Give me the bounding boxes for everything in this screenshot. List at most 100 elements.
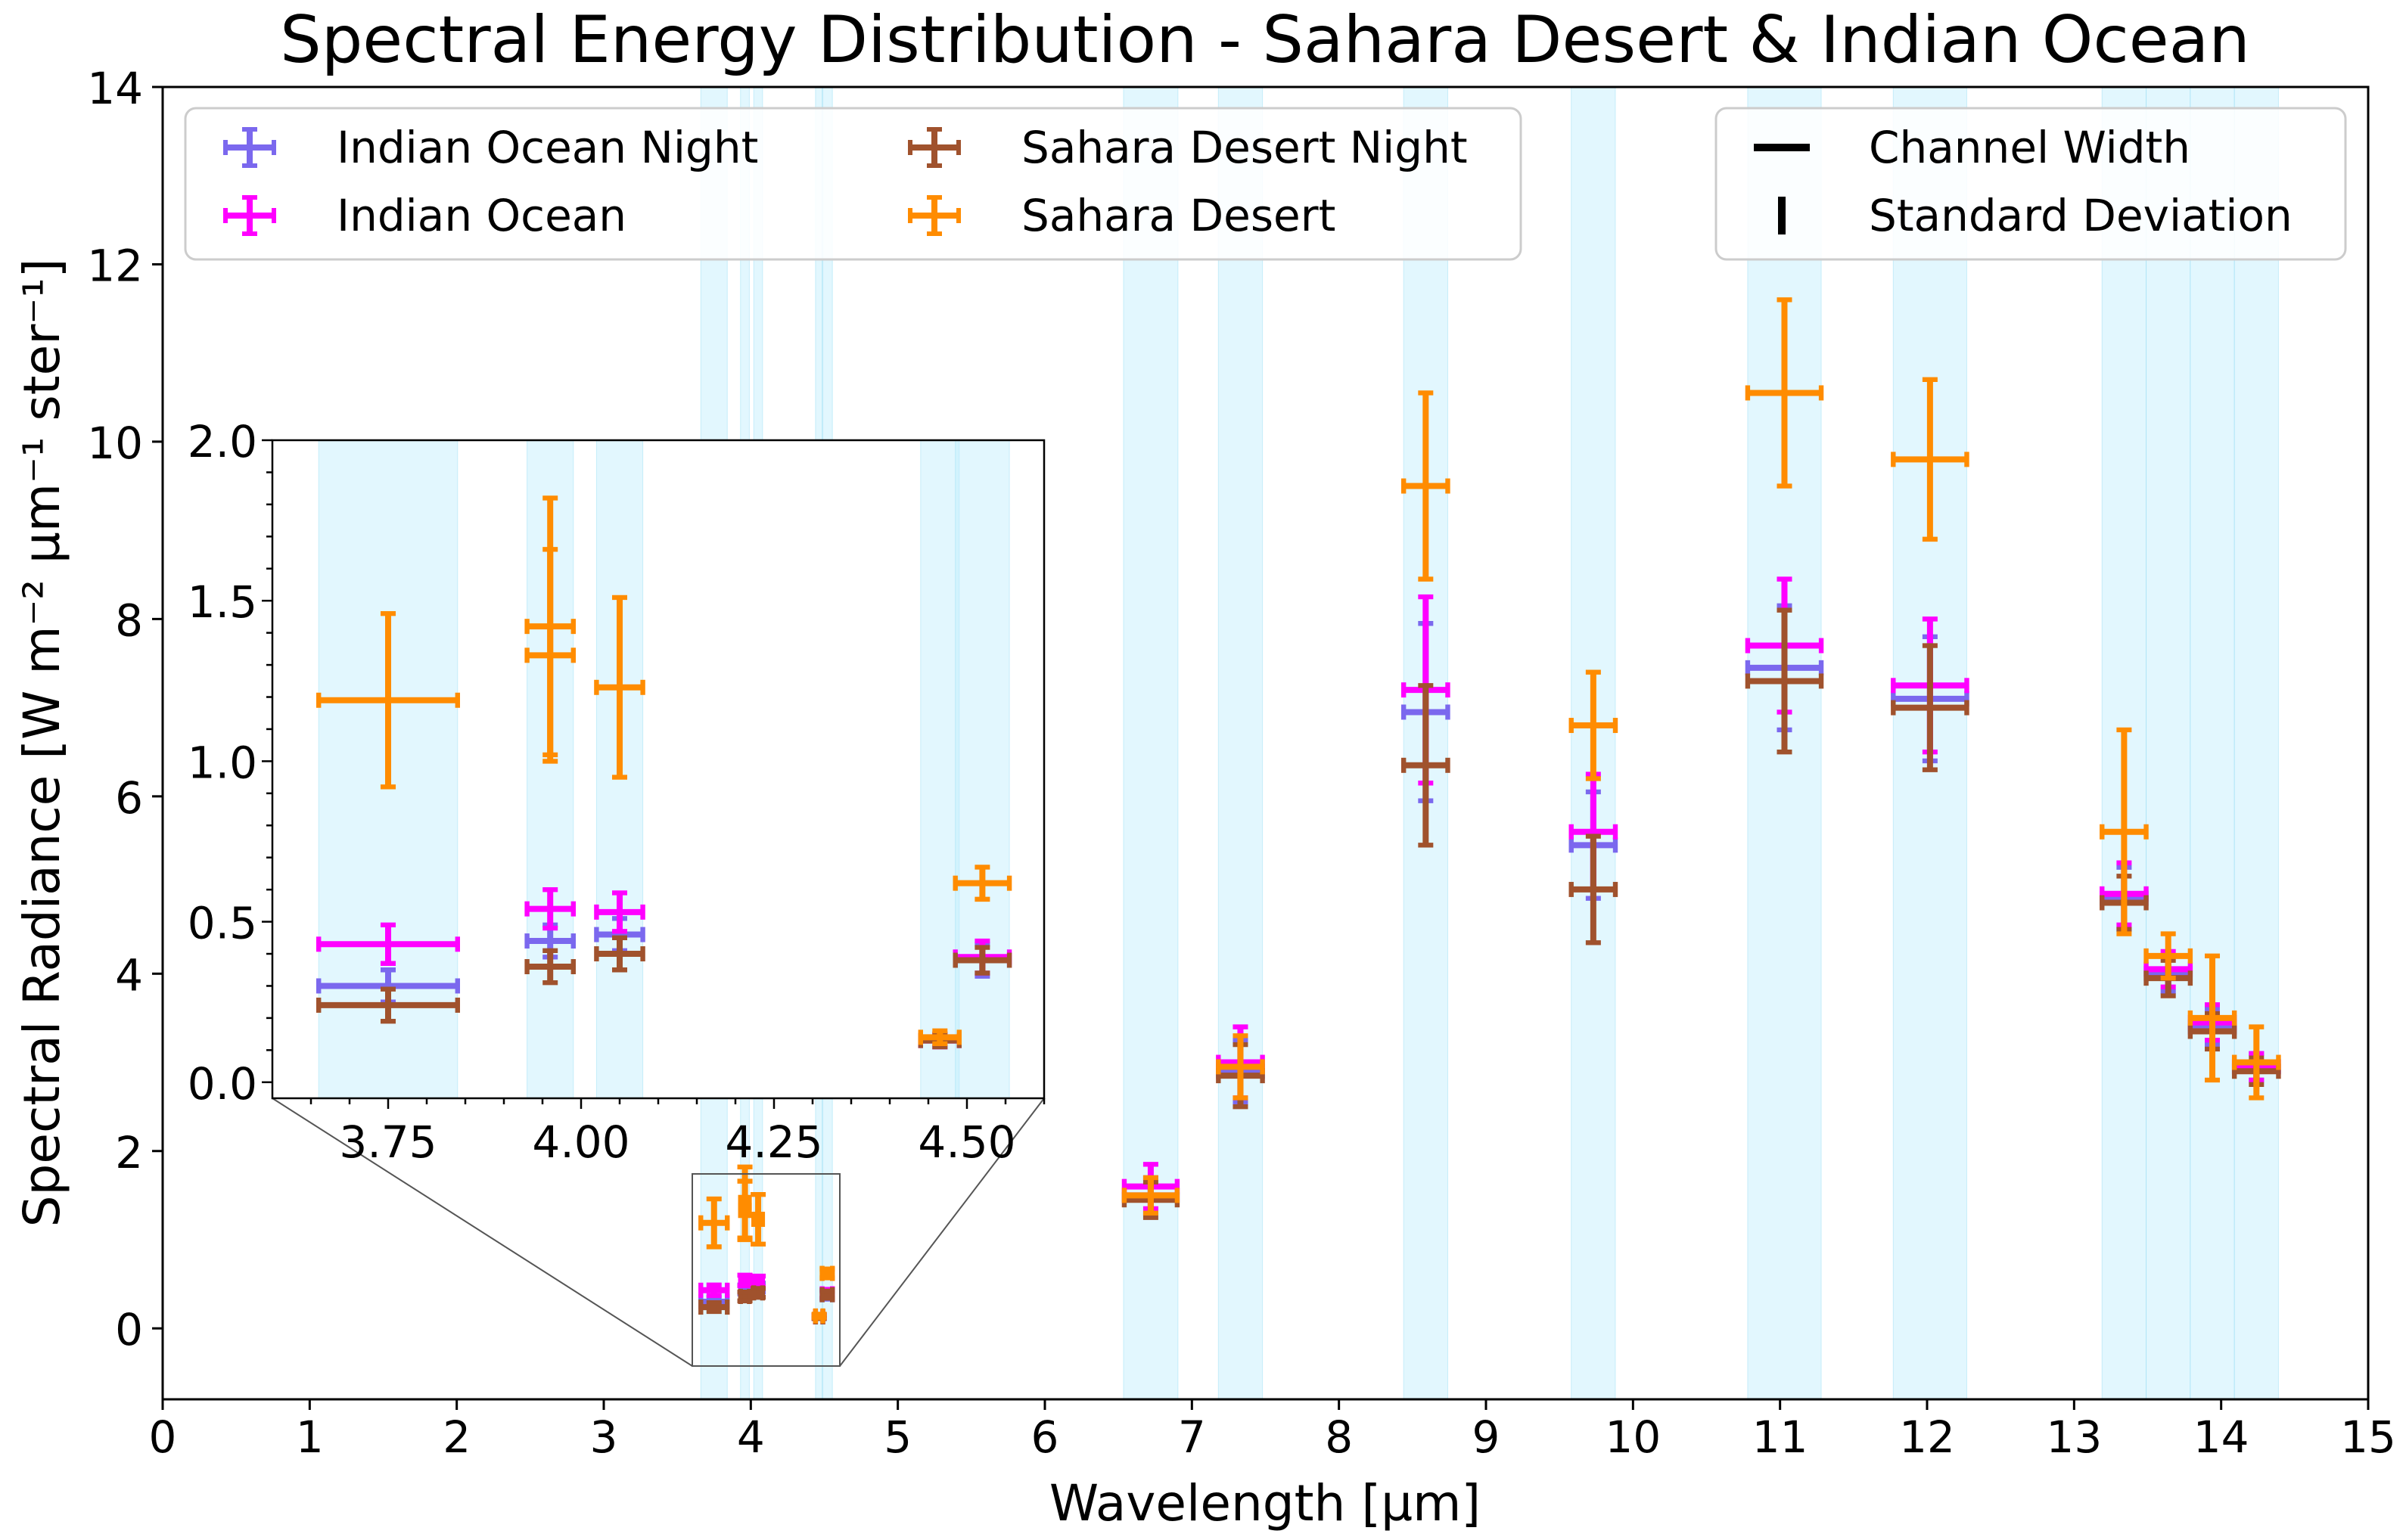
x-tick-label: 8 [1325,1411,1353,1463]
main-point-sahara-desert [1568,669,1618,781]
inset-y-tick-label: 1.0 [188,737,257,788]
main-point-sahara-desert [1745,297,1824,489]
main-point-sahara-desert [698,1196,730,1250]
inset-point-sahara-desert-night [953,945,1012,976]
x-tick-label: 5 [884,1411,912,1463]
main-point-sahara-desert-night [1568,834,1618,945]
main-point-sahara-desert [811,1308,827,1324]
main-point-sahara-desert-night [1891,643,1969,772]
legend-style-label: Channel Width [1869,122,2190,173]
inset-channel-band [955,440,1010,1098]
y-tick-label: 14 [87,63,143,114]
x-tick-label: 3 [590,1411,618,1463]
y-tick-label: 10 [87,418,143,469]
main-point-sahara-desert [737,1178,753,1243]
main-point-sahara-desert-night [819,1287,835,1302]
main-point-sahara-desert-night [1745,607,1824,755]
inset-y-tick-label: 0.5 [188,898,257,949]
main-point-sahara-desert [751,1191,766,1247]
main-channel-band [1217,87,1264,1399]
inset-point-sahara-desert [524,547,576,764]
zoom-connector-left [272,1098,693,1367]
inset-channel-band [920,440,960,1098]
main-point-sahara-desert [1216,1033,1265,1101]
y-axis-ticks: 0 2 4 6 8 10 12 14 [87,63,163,1355]
main-channel-band [2190,87,2235,1399]
x-tick-label: 0 [149,1411,177,1463]
inset-x-tick-label: 4.25 [725,1116,822,1168]
inset-point-sahara-desert-night [594,935,645,973]
main-point-sahara-desert-night [737,1289,753,1305]
legend-label: Indian Ocean [337,190,626,241]
y-tick-label: 2 [115,1127,143,1178]
inset-point-indian-ocean [316,922,460,966]
legend-marker-sahara-desert-night [908,127,961,168]
y-axis-label: Spectral Radiance [W m⁻² µm⁻¹ ster⁻¹] [13,259,71,1228]
legend-marker-indian-ocean [223,195,276,236]
main-point-sahara-desert [2143,931,2193,981]
legend-series: Indian Ocean Night Indian Ocean Sahara Des… [184,107,1522,261]
main-point-sahara-desert [2231,1024,2281,1101]
main-data-points [698,297,2281,1324]
inset-point-sahara-desert-night [316,986,460,1024]
x-tick-label: 13 [2046,1411,2102,1463]
main-point-sahara-desert [819,1265,835,1281]
main-point-sahara-desert-night [1400,683,1450,848]
x-tick-label: 4 [737,1411,765,1463]
x-tick-label: 7 [1178,1411,1206,1463]
x-tick-label: 11 [1752,1411,1808,1463]
y-tick-label: 4 [115,949,143,1001]
inset-x-tick-label: 4.00 [532,1116,629,1168]
main-channel-band [2146,87,2191,1399]
main-point-indian-ocean [698,1282,730,1299]
legend-marker-sahara-desert [908,195,961,236]
legend-label: Sahara Desert [1021,190,1335,241]
inset-y-tick-label: 0.0 [188,1058,257,1110]
inset-x-ticks: 3.75 4.00 4.25 4.50 [309,1098,1046,1168]
x-axis-ticks: 0 1 2 3 4 5 6 7 8 9 10 11 12 13 14 15 [149,1399,2396,1463]
x-tick-label: 14 [2193,1411,2249,1463]
y-tick-label: 0 [115,1304,143,1355]
main-point-sahara-desert [2100,727,2149,936]
main-point-sahara-desert-night [698,1299,730,1315]
main-channel-band [2233,87,2279,1399]
x-axis-label: Wavelength [µm] [1049,1474,1481,1532]
main-point-sahara-desert [1400,390,1450,582]
zoom-box [692,1173,841,1367]
x-tick-label: 6 [1031,1411,1059,1463]
x-tick-label: 12 [1899,1411,1955,1463]
inset-point-sahara-desert [918,1028,962,1047]
inset-y-ticks: 0.0 0.5 1.0 1.5 2.0 [188,416,272,1110]
inset-y-tick-label: 2.0 [188,416,257,467]
main-point-indian-ocean [737,1272,753,1289]
y-tick-label: 12 [87,240,143,291]
zoom-connector-right [839,1098,1045,1367]
legend-style-label: Standard Deviation [1869,190,2293,241]
x-tick-label: 9 [1472,1411,1500,1463]
main-point-sahara-desert [1121,1175,1180,1216]
main-point-sahara-desert [1891,377,1969,542]
inset-point-sahara-desert-night [524,948,576,986]
x-tick-label: 2 [443,1411,471,1463]
inset-point-indian-ocean [594,890,645,934]
inset-data-points [316,495,1012,1050]
legend-label: Sahara Desert Night [1021,122,1468,173]
inset-channel-bands [318,440,1010,1098]
inset-x-tick-label: 3.75 [339,1116,437,1168]
plot-frame [161,85,2370,1401]
chart-title: Spectral Energy Distribution - Sahara De… [280,2,2250,78]
x-tick-label: 10 [1605,1411,1661,1463]
inset-y-tick-label: 1.5 [188,576,257,628]
inset-point-sahara-desert [316,610,460,790]
y-tick-label: 6 [115,772,143,824]
legend-style: Channel Width Standard Deviation [1714,107,2347,261]
inset-point-indian-ocean [524,886,576,931]
main-point-sahara-desert-night [751,1285,766,1301]
y-tick-label: 8 [115,595,143,646]
inset-x-tick-label: 4.50 [918,1116,1015,1168]
legend-marker-indian-ocean-night [223,127,276,168]
main-point-sahara-desert [2187,953,2237,1083]
inset-point-sahara-desert [594,595,645,780]
legend-label: Indian Ocean Night [337,122,758,173]
